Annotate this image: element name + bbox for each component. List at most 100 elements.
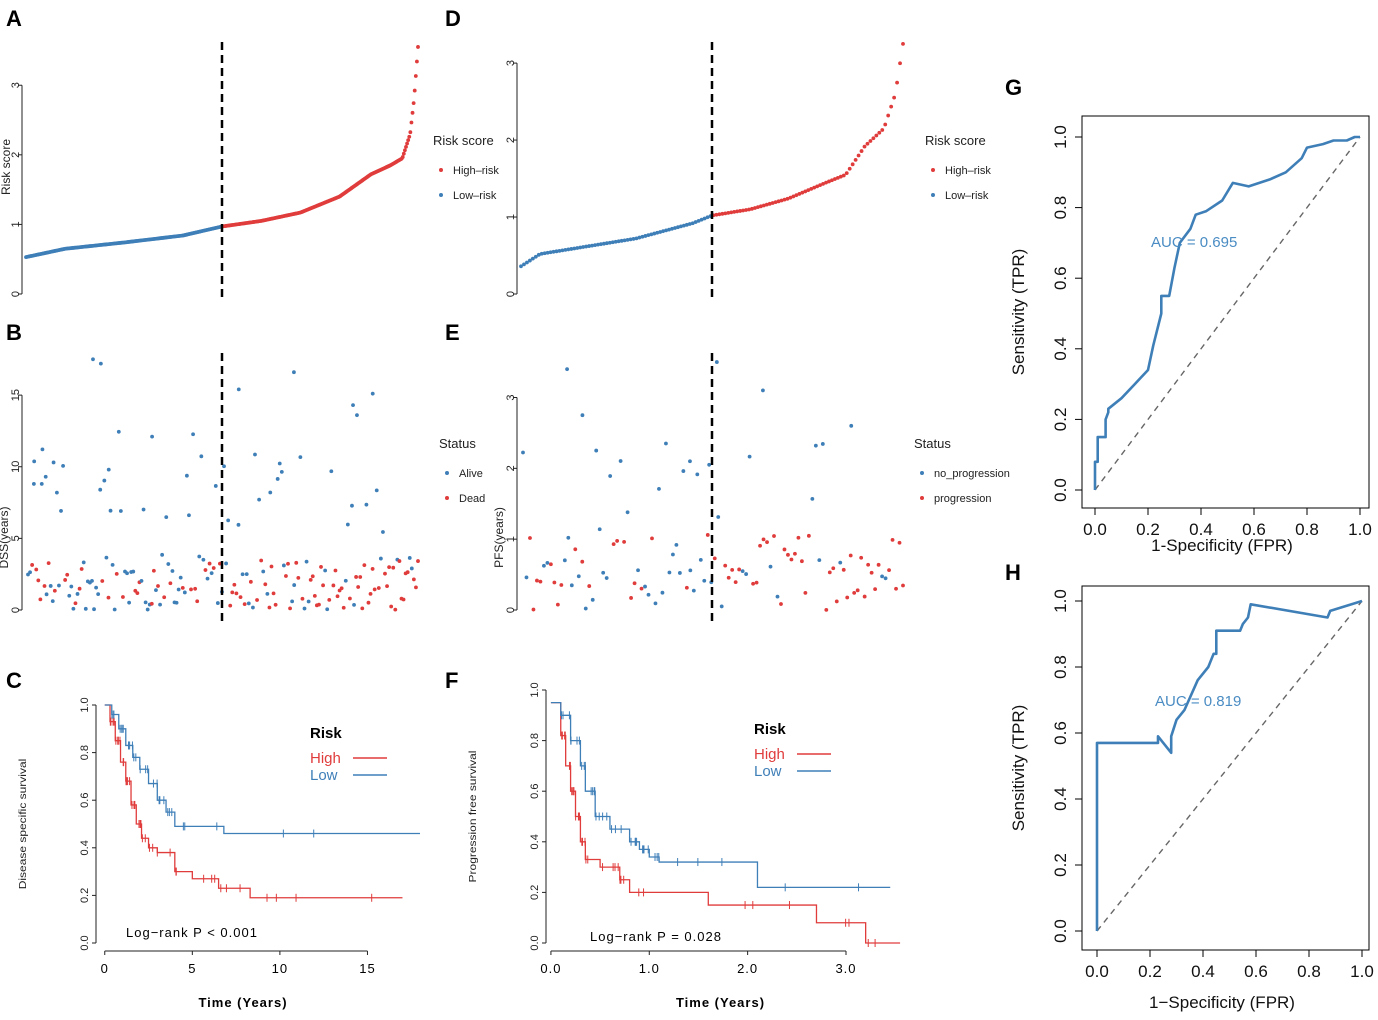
alive-point: [325, 607, 330, 612]
dead-point: [255, 598, 259, 602]
panel-label: B: [6, 320, 22, 345]
dead-point: [288, 606, 292, 611]
y-axis-title: Sensitivity (TPR): [1009, 249, 1028, 376]
alive-point: [174, 600, 179, 605]
dead-point: [824, 607, 829, 612]
low-risk-point: [563, 247, 568, 252]
x-tick-label: 0.2: [1138, 962, 1162, 981]
alive-point: [116, 429, 121, 434]
low-risk-point: [634, 236, 639, 241]
alive-point: [643, 584, 647, 589]
low-risk-point: [690, 221, 695, 226]
alive-point: [94, 585, 98, 590]
dead-point: [348, 596, 352, 601]
y-tick-label: 0: [505, 291, 517, 297]
dead-point: [335, 594, 340, 599]
low-risk-point: [602, 241, 606, 246]
alive-point: [50, 599, 55, 604]
dead-point: [751, 581, 755, 586]
low-risk-point: [578, 245, 583, 250]
panel-a: A 0 1 2 3 Risk score Risk score High–risk Low–ri…: [0, 6, 499, 298]
low-risk-point: [625, 237, 630, 242]
km-curve-high: [550, 702, 901, 944]
dead-point: [211, 566, 216, 570]
y-tick-label: 3: [10, 82, 22, 88]
high-risk-point: [853, 158, 858, 162]
high-risk-point: [803, 189, 808, 194]
alive-point: [590, 597, 595, 602]
dead-point: [358, 575, 363, 579]
dead-point: [852, 591, 857, 595]
alive-point: [44, 592, 49, 597]
alive-point: [166, 562, 171, 566]
alive-point: [199, 454, 204, 459]
high-risk-point: [753, 206, 757, 210]
low-risk-point: [676, 225, 680, 230]
low-risk-point: [649, 232, 654, 237]
x-tick-label: 0.4: [1189, 520, 1213, 539]
dead-point: [310, 574, 315, 579]
dead-point: [38, 597, 43, 602]
dead-point: [65, 572, 70, 577]
alive-point: [688, 568, 693, 573]
low-risk-point: [560, 248, 565, 253]
y-tick-label: 1.0: [79, 697, 91, 712]
alive-point: [660, 590, 665, 595]
alive-point: [883, 576, 888, 581]
dead-point: [370, 567, 375, 571]
low-risk-point: [548, 250, 553, 255]
dead-point: [705, 533, 710, 537]
dead-point: [242, 602, 247, 607]
y-tick-label: 2: [10, 152, 22, 158]
alive-point: [381, 530, 385, 534]
alive-point: [71, 606, 76, 611]
alive-point: [61, 463, 65, 468]
dead-point: [383, 571, 387, 576]
alive-point: [91, 357, 95, 362]
x-tick-label: 0.0: [1083, 520, 1107, 539]
dead-point: [615, 539, 620, 543]
alive-point: [176, 587, 181, 592]
alive-point: [636, 568, 640, 573]
y-tick-label: 0.6: [79, 793, 91, 808]
high-risk-point: [416, 45, 420, 49]
legend-title: Status: [439, 436, 476, 451]
alive-point: [374, 488, 379, 493]
y-tick-label: 1.0: [1051, 589, 1070, 613]
dead-point: [873, 587, 878, 592]
y-tick-label: 2: [505, 465, 517, 471]
panel-c: C 0.0 0.2 0.4 0.6 0.8 1.0 0 5 10 15 Disease specifi…: [6, 668, 420, 1010]
alive-point: [158, 602, 162, 607]
legend-marker: [931, 193, 935, 197]
dead-point: [772, 534, 776, 538]
alive-point: [246, 601, 251, 606]
alive-point: [57, 583, 61, 588]
alive-point: [813, 443, 818, 448]
high-risk-point: [865, 141, 870, 146]
dead-point: [866, 562, 871, 567]
roc-curve: [1095, 599, 1363, 931]
dead-point: [77, 586, 82, 591]
panel-label: H: [1005, 560, 1021, 585]
low-risk-point: [637, 235, 642, 240]
dead-point: [632, 581, 637, 586]
high-risk-point: [791, 194, 796, 199]
alive-point: [716, 515, 721, 519]
auc-label: AUC = 0.695: [1151, 234, 1237, 251]
dead-point: [271, 591, 276, 596]
dead-point: [339, 586, 344, 591]
auc-label: AUC = 0.819: [1155, 693, 1241, 710]
y-tick-label: 0.2: [1051, 853, 1070, 877]
dead-point: [135, 591, 140, 596]
low-risk-point: [693, 220, 698, 224]
high-risk-point: [764, 202, 769, 207]
alive-point: [597, 527, 602, 532]
alive-point: [849, 423, 854, 428]
dead-point: [901, 583, 905, 588]
legend-entry: Low: [754, 763, 782, 780]
dead-point: [273, 602, 278, 607]
legend-marker: [439, 168, 443, 172]
alive-point: [127, 600, 132, 605]
alive-point: [671, 552, 675, 557]
dead-point: [538, 579, 543, 584]
